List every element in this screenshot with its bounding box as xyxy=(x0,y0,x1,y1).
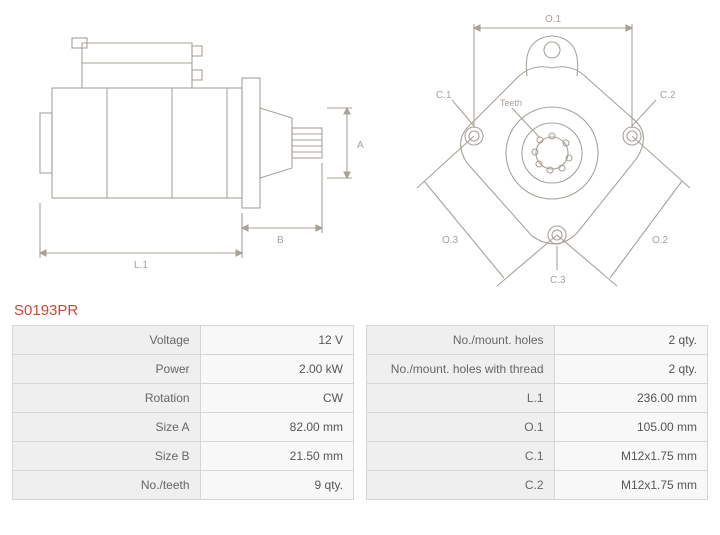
spec-value: 2.00 kW xyxy=(200,355,353,384)
spec-row: RotationCW xyxy=(13,384,354,413)
spec-value: 2 qty. xyxy=(554,326,707,355)
spec-value: 82.00 mm xyxy=(200,413,353,442)
spec-value: CW xyxy=(200,384,353,413)
dim-b-label: B xyxy=(277,235,284,246)
spec-tables: Voltage12 VPower2.00 kWRotationCWSize A8… xyxy=(12,325,708,500)
dim-o1-label: O.1 xyxy=(545,14,562,25)
spec-label: Size A xyxy=(13,413,201,442)
spec-row: L.1236.00 mm xyxy=(367,384,708,413)
spec-row: Voltage12 V xyxy=(13,326,354,355)
spec-label: Rotation xyxy=(13,384,201,413)
dim-o2-label: O.2 xyxy=(652,235,669,246)
dim-c3-label: C.3 xyxy=(550,275,566,286)
spec-row: Power2.00 kW xyxy=(13,355,354,384)
spec-label: No./mount. holes with thread xyxy=(367,355,555,384)
spec-value: M12x1.75 mm xyxy=(554,442,707,471)
spec-value: 2 qty. xyxy=(554,355,707,384)
spec-value: 105.00 mm xyxy=(554,413,707,442)
spec-value: M12x1.75 mm xyxy=(554,471,707,500)
spec-row: No./teeth9 qty. xyxy=(13,471,354,500)
spec-row: Size B21.50 mm xyxy=(13,442,354,471)
spec-value: 12 V xyxy=(200,326,353,355)
spec-label: O.1 xyxy=(367,413,555,442)
spec-label: C.2 xyxy=(367,471,555,500)
spec-row: No./mount. holes with thread2 qty. xyxy=(367,355,708,384)
spec-row: C.1M12x1.75 mm xyxy=(367,442,708,471)
spec-label: Power xyxy=(13,355,201,384)
spec-table-right: No./mount. holes2 qty.No./mount. holes w… xyxy=(366,325,708,500)
spec-value: 9 qty. xyxy=(200,471,353,500)
dim-c2-label: C.2 xyxy=(660,90,676,101)
spec-label: No./mount. holes xyxy=(367,326,555,355)
spec-row: C.2M12x1.75 mm xyxy=(367,471,708,500)
spec-label: L.1 xyxy=(367,384,555,413)
teeth-label: Teeth xyxy=(500,98,522,108)
spec-label: Voltage xyxy=(13,326,201,355)
side-view-drawing xyxy=(40,38,352,258)
dim-a-label: A xyxy=(357,140,364,151)
spec-value: 236.00 mm xyxy=(554,384,707,413)
product-code: S0193PR xyxy=(14,302,708,319)
diagram-area: A B L.1 O.1 O.2 O.3 C.1 C.2 C.3 Teeth xyxy=(12,8,708,298)
dim-c1-label: C.1 xyxy=(436,90,452,101)
spec-row: Size A82.00 mm xyxy=(13,413,354,442)
spec-label: C.1 xyxy=(367,442,555,471)
spec-row: O.1105.00 mm xyxy=(367,413,708,442)
spec-label: No./teeth xyxy=(13,471,201,500)
dim-o3-label: O.3 xyxy=(442,235,459,246)
front-view-drawing xyxy=(417,24,690,286)
spec-row: No./mount. holes2 qty. xyxy=(367,326,708,355)
spec-label: Size B xyxy=(13,442,201,471)
dim-l1-label: L.1 xyxy=(134,260,148,271)
spec-table-left: Voltage12 VPower2.00 kWRotationCWSize A8… xyxy=(12,325,354,500)
spec-value: 21.50 mm xyxy=(200,442,353,471)
